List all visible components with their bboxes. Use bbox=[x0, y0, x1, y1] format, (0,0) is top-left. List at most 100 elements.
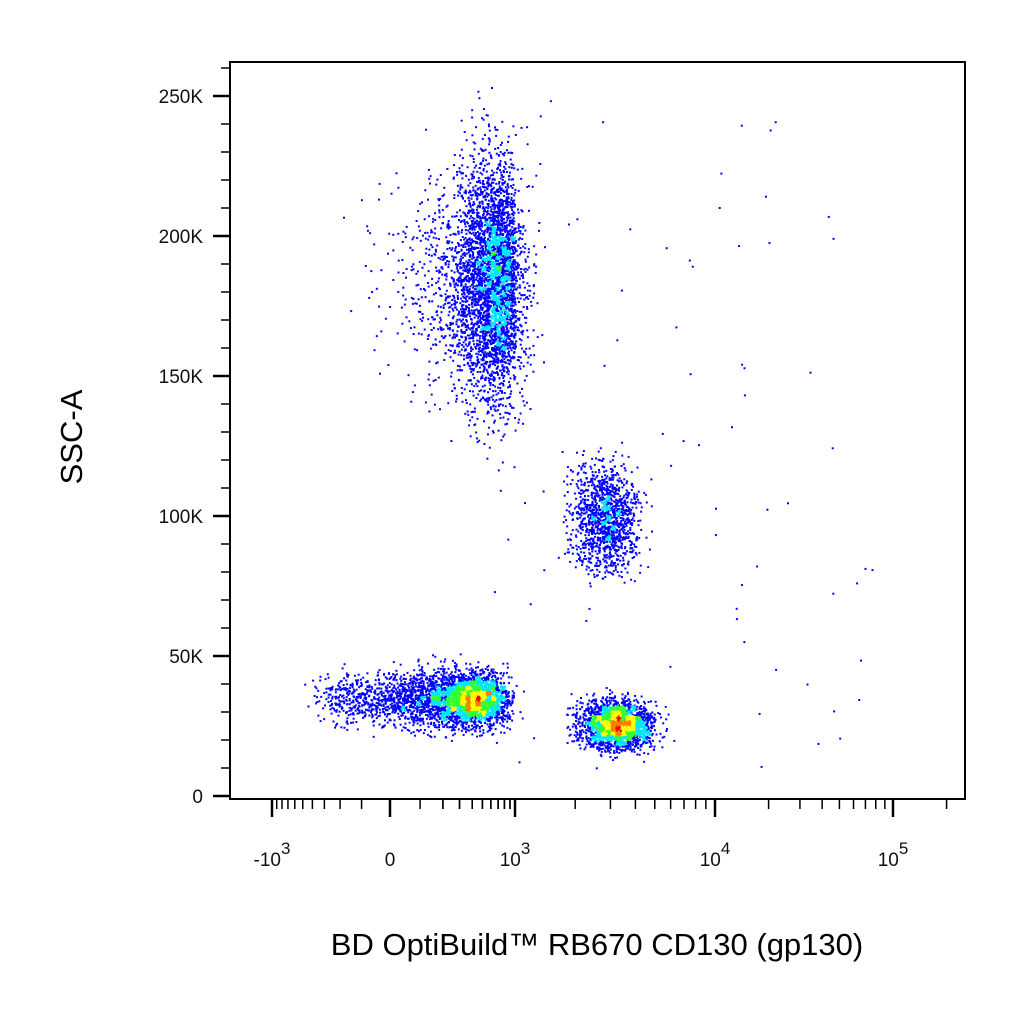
event-dot bbox=[493, 220, 496, 223]
event-dot bbox=[451, 390, 454, 392]
event-dot bbox=[482, 319, 485, 321]
event-dot bbox=[446, 248, 449, 251]
event-dot bbox=[454, 233, 457, 236]
event-dot bbox=[455, 282, 458, 285]
event-dot bbox=[512, 277, 515, 280]
event-dot bbox=[496, 361, 499, 364]
event-dot bbox=[373, 349, 376, 352]
event-dot bbox=[492, 173, 494, 176]
event-dot bbox=[496, 279, 499, 282]
event-dot bbox=[465, 278, 468, 281]
event-dot bbox=[495, 339, 498, 342]
event-dot bbox=[435, 237, 438, 240]
event-dot bbox=[504, 180, 507, 183]
event-dot bbox=[466, 166, 469, 169]
event-dot bbox=[498, 214, 501, 217]
event-dot bbox=[480, 277, 483, 279]
event-dot bbox=[487, 325, 490, 328]
event-dot bbox=[503, 275, 506, 278]
event-dot bbox=[463, 269, 466, 272]
event-dot bbox=[495, 152, 498, 155]
event-dot bbox=[489, 255, 492, 258]
event-dot bbox=[511, 237, 514, 240]
event-dot bbox=[525, 401, 528, 404]
event-dot bbox=[503, 374, 506, 377]
event-dot bbox=[472, 410, 474, 413]
event-dot bbox=[494, 223, 497, 226]
event-dot bbox=[530, 304, 533, 307]
event-dot bbox=[517, 244, 520, 247]
event-dot bbox=[478, 361, 481, 364]
event-dot bbox=[446, 224, 449, 227]
event-dot bbox=[563, 480, 565, 483]
event-dot bbox=[585, 565, 588, 568]
event-dot bbox=[509, 320, 512, 322]
event-dot bbox=[432, 236, 435, 239]
event-dot bbox=[447, 242, 450, 245]
event-dot bbox=[520, 294, 523, 297]
event-dot bbox=[493, 323, 496, 325]
event-dot bbox=[468, 189, 471, 192]
event-dot bbox=[483, 232, 486, 235]
event-dot bbox=[448, 306, 451, 309]
event-dot bbox=[498, 190, 501, 193]
event-dot bbox=[474, 194, 477, 197]
event-dot bbox=[479, 225, 482, 228]
event-dot bbox=[491, 231, 494, 234]
event-dot bbox=[479, 322, 482, 324]
event-dot bbox=[457, 230, 460, 233]
event-dot bbox=[506, 304, 509, 307]
event-dot bbox=[593, 478, 596, 481]
event-dot bbox=[491, 265, 494, 268]
event-dot bbox=[471, 336, 474, 339]
event-dot bbox=[452, 335, 455, 338]
event-dot bbox=[477, 176, 480, 179]
event-dot bbox=[495, 241, 498, 244]
event-dot bbox=[454, 301, 457, 304]
event-dot bbox=[633, 543, 636, 546]
event-dot bbox=[466, 275, 469, 278]
event-dot bbox=[490, 240, 493, 243]
event-dot bbox=[473, 256, 475, 259]
event-dot bbox=[476, 385, 479, 388]
event-dot bbox=[500, 326, 503, 329]
event-dot bbox=[489, 226, 492, 229]
event-dot bbox=[492, 211, 495, 214]
event-dot bbox=[488, 334, 491, 337]
event-dot bbox=[476, 379, 479, 382]
event-dot bbox=[509, 299, 512, 302]
event-dot bbox=[468, 277, 471, 280]
event-dot bbox=[492, 324, 495, 327]
event-dot bbox=[471, 250, 474, 253]
event-dot bbox=[505, 273, 508, 276]
event-dot bbox=[507, 263, 510, 266]
event-dot bbox=[482, 214, 484, 217]
event-dot bbox=[498, 279, 500, 281]
event-dot bbox=[428, 410, 431, 413]
event-dot bbox=[463, 253, 466, 256]
event-dot bbox=[496, 205, 499, 208]
event-dot bbox=[497, 336, 500, 339]
event-dot bbox=[477, 187, 480, 190]
event-dot bbox=[488, 267, 491, 270]
event-dot bbox=[478, 222, 481, 225]
event-dot bbox=[499, 317, 502, 319]
event-dot bbox=[514, 300, 517, 303]
event-dot bbox=[507, 236, 510, 239]
event-dot bbox=[501, 277, 504, 280]
event-dot bbox=[488, 275, 491, 278]
event-dot bbox=[513, 335, 515, 338]
event-dot bbox=[490, 360, 493, 363]
event-dot bbox=[489, 290, 492, 293]
event-dot bbox=[483, 332, 486, 335]
event-dot bbox=[505, 229, 508, 232]
event-dot bbox=[630, 509, 633, 511]
event-dot bbox=[482, 248, 484, 250]
event-dot bbox=[456, 173, 459, 176]
event-dot bbox=[597, 450, 600, 453]
event-dot bbox=[495, 231, 498, 234]
event-dot bbox=[411, 302, 414, 305]
event-dot bbox=[511, 213, 514, 215]
event-dot bbox=[432, 293, 435, 296]
event-dot bbox=[493, 336, 496, 339]
